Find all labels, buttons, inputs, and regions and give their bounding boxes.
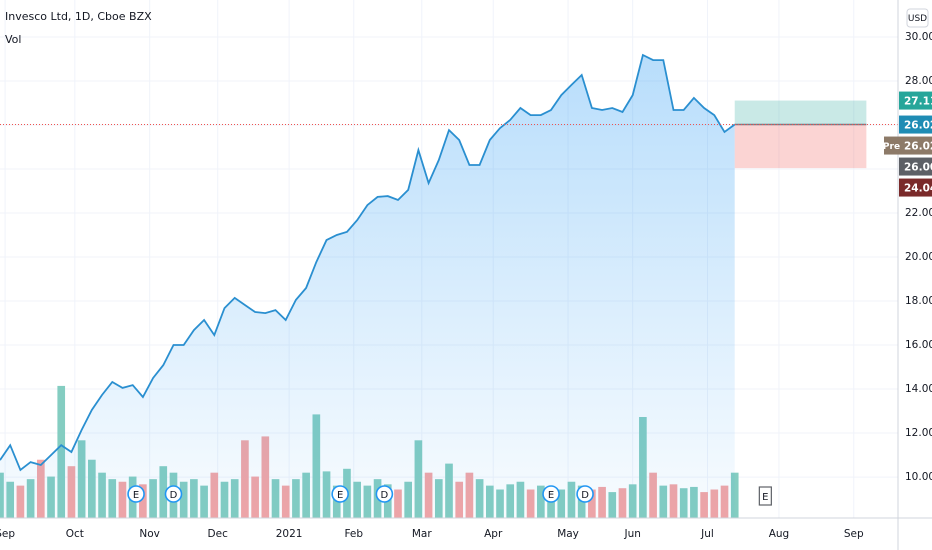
chart-title: Invesco Ltd, 1D, Cboe BZX [5, 10, 152, 23]
currency[interactable]: USD [908, 14, 927, 24]
event-icon [576, 485, 594, 503]
event-label: E [133, 490, 139, 501]
price-area [0, 55, 735, 518]
y-tick-label: 14.00 [905, 383, 932, 395]
x-tick-label: Apr [484, 528, 503, 540]
x-tick-label: May [557, 528, 579, 540]
x-tick-label: Dec [208, 528, 229, 540]
x-tick-label: Aug [769, 528, 790, 540]
event-label: E [762, 492, 768, 503]
target-zone [734, 100, 867, 125]
price-badge [899, 178, 932, 197]
price-badge-label: 24.04 [904, 183, 932, 195]
x-tick-label: Oct [66, 528, 84, 540]
y-tick-label: 28.00 [905, 75, 932, 87]
price-badge-label: 26.00 [904, 162, 932, 174]
x-tick-label: Mar [412, 528, 432, 540]
event-label: E [337, 490, 343, 501]
event-label: D [381, 490, 389, 501]
event-label: D [581, 490, 589, 501]
y-tick-label: 10.00 [905, 471, 932, 483]
x-tick-label: Jun [623, 528, 640, 540]
price-badge-label: 26.02 [904, 141, 932, 153]
y-tick-label: 20.00 [905, 251, 932, 263]
prefix-label: Pre [883, 142, 900, 152]
event-icon [127, 485, 145, 503]
y-tick-label: 22.00 [905, 207, 932, 219]
x-tick-label: 2021 [276, 528, 303, 540]
x-tick-label: Feb [344, 528, 363, 540]
event-icon [331, 485, 349, 503]
x-tick-label: Nov [139, 528, 160, 540]
y-tick-label: 16.00 [905, 339, 932, 351]
event-icon [164, 485, 183, 503]
price-badge-label: 26.02 [904, 120, 932, 132]
event-icon [758, 486, 772, 506]
volume-bar [730, 472, 739, 518]
price-badge [899, 157, 932, 176]
volume-title: Vol [5, 33, 21, 46]
prefix-badge [884, 136, 899, 155]
y-tick-label: 12.00 [905, 427, 932, 439]
price-badge-label: 27.11 [904, 96, 932, 108]
currency-box[interactable] [906, 8, 929, 28]
event-icon [542, 485, 560, 503]
event-label: D [170, 490, 178, 501]
y-tick-label: 18.00 [905, 295, 932, 307]
price-badge [899, 115, 932, 134]
stop-zone [734, 124, 867, 169]
x-tick-label: Jul [700, 528, 714, 540]
event-label: E [548, 490, 554, 501]
event-icon [375, 485, 394, 503]
x-tick-label: Sep [844, 528, 864, 540]
y-tick-label: 30.00 [905, 31, 932, 43]
x-tick-label: Sep [0, 528, 15, 540]
price-line [0, 53, 736, 472]
price-badge [899, 91, 932, 110]
price-badge [899, 136, 932, 155]
